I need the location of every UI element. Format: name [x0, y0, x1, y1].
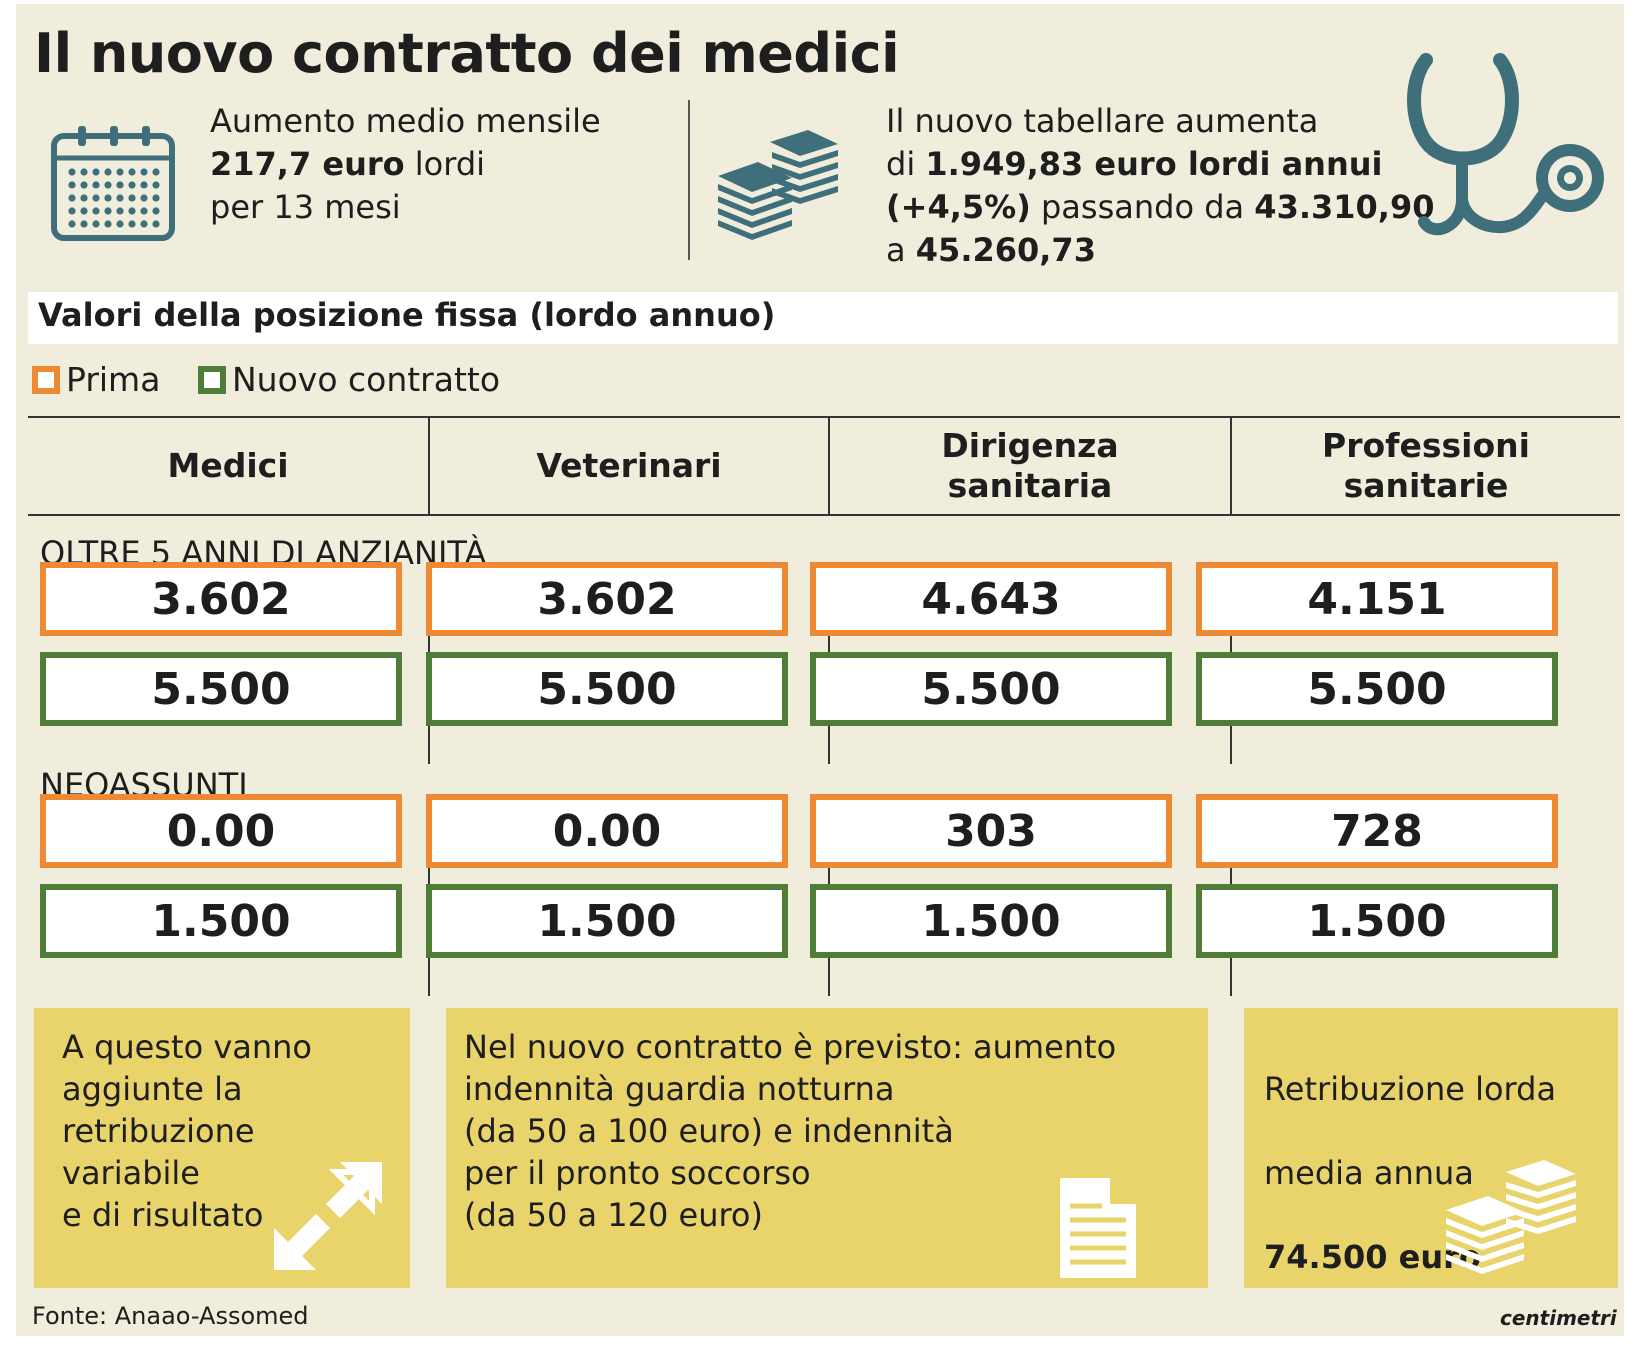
- value-cell-prima: 0.00: [40, 794, 402, 868]
- value-cell-nuovo: 5.500: [1196, 652, 1558, 726]
- value-cell-nuovo: 1.500: [810, 884, 1172, 958]
- value-cell-prima: 4.643: [810, 562, 1172, 636]
- monthly-increase-amount: 217,7 euro: [210, 145, 405, 183]
- note-right-line1: Retribuzione lorda: [1264, 1070, 1557, 1108]
- value-cell-nuovo: 1.500: [426, 884, 788, 958]
- header-divider: [828, 418, 830, 514]
- monthly-increase-line3: per 13 mesi: [210, 188, 401, 226]
- tabellare-l2-prefix: di: [886, 145, 926, 183]
- note-right-line2: media annua: [1264, 1154, 1474, 1192]
- column-header-veterinari: Veterinari: [536, 446, 722, 485]
- note-left: A questo vanno aggiunte la retribuzione …: [34, 1008, 410, 1288]
- column-header-professioni: Professioni sanitarie: [1322, 426, 1530, 505]
- stethoscope-icon: [1407, 53, 1604, 236]
- legend-swatch-prima: [32, 366, 60, 394]
- value-cell-nuovo: 1.500: [1196, 884, 1558, 958]
- legend-label-prima: Prima: [66, 360, 161, 399]
- note-right-text: Retribuzione lorda media annua 74.500 eu…: [1264, 1026, 1556, 1288]
- section-header-bar: [28, 292, 1618, 344]
- source-credit: Fonte: Anaao-Assomed: [32, 1302, 309, 1330]
- section-title: Valori della posizione fissa (lordo annu…: [38, 296, 776, 334]
- value-cell-prima: 728: [1196, 794, 1558, 868]
- table-top-rule: [28, 416, 1620, 418]
- monthly-increase-text: Aumento medio mensile 217,7 euro lordi p…: [210, 100, 601, 229]
- page-title: Il nuovo contratto dei medici: [34, 22, 900, 85]
- tabellare-line1: Il nuovo tabellare aumenta: [886, 102, 1319, 140]
- value-cell-nuovo: 1.500: [40, 884, 402, 958]
- note-left-text: A questo vanno aggiunte la retribuzione …: [62, 1028, 312, 1234]
- note-right-amount: 74.500 euro: [1264, 1238, 1481, 1276]
- value-cell-prima: 0.00: [426, 794, 788, 868]
- value-cell-nuovo: 5.500: [426, 652, 788, 726]
- brand-logo: centimetri: [1500, 1306, 1617, 1330]
- table-header-rule: [28, 514, 1620, 516]
- column-header-medici: Medici: [167, 446, 289, 485]
- money-stack-icon: [1446, 1160, 1576, 1274]
- value-cell-prima: 4.151: [1196, 562, 1558, 636]
- calendar-icon: [51, 126, 175, 241]
- summary-divider: [688, 100, 690, 260]
- value-cell-prima: 3.602: [426, 562, 788, 636]
- value-cell-prima: 303: [810, 794, 1172, 868]
- legend-swatch-nuovo: [198, 366, 226, 394]
- document-icon: [1060, 1178, 1136, 1278]
- tabellare-l4-prefix: a: [886, 231, 916, 269]
- value-cell-prima: 3.602: [40, 562, 402, 636]
- header-divider: [428, 418, 430, 514]
- money-stack-icon: [718, 130, 838, 240]
- expand-arrows-icon: [274, 1162, 382, 1270]
- tabellare-l3-mid: passando da: [1030, 188, 1255, 226]
- tabellare-text: Il nuovo tabellare aumenta di 1.949,83 e…: [886, 100, 1434, 272]
- tabellare-from: 43.310,90: [1254, 188, 1435, 226]
- value-cell-nuovo: 5.500: [810, 652, 1172, 726]
- note-right: Retribuzione lorda media annua 74.500 eu…: [1244, 1008, 1618, 1288]
- value-cell-nuovo: 5.500: [40, 652, 402, 726]
- note-middle: Nel nuovo contratto è previsto: aumento …: [446, 1008, 1208, 1288]
- tabellare-percent: (+4,5%): [886, 188, 1031, 226]
- legend-label-nuovo: Nuovo contratto: [232, 360, 501, 399]
- monthly-increase-suffix: lordi: [404, 145, 486, 183]
- tabellare-increase: 1.949,83 euro lordi annui: [925, 145, 1383, 183]
- header-divider: [1230, 418, 1232, 514]
- note-middle-text: Nel nuovo contratto è previsto: aumento …: [464, 1028, 1117, 1234]
- infographic-card: Il nuovo contratto dei medici Aumento me…: [16, 4, 1624, 1336]
- monthly-increase-line1: Aumento medio mensile: [210, 102, 601, 140]
- column-header-dirigenza: Dirigenza sanitaria: [941, 426, 1119, 505]
- tabellare-to: 45.260,73: [915, 231, 1096, 269]
